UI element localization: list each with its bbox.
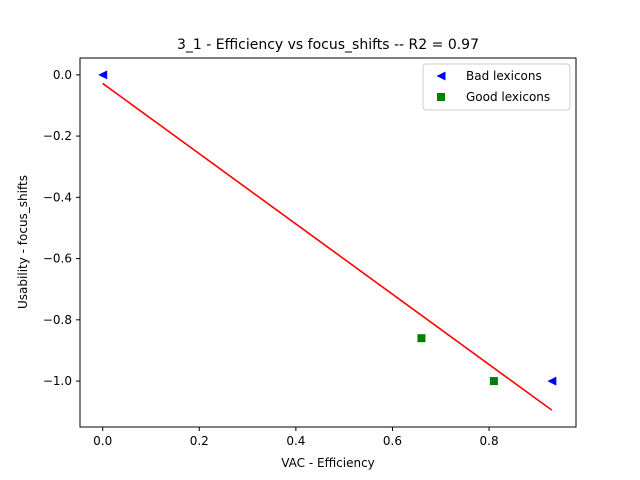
x-axis-label: VAC - Efficiency [281,456,375,470]
y-tick-label: −0.4 [43,190,72,204]
y-tick-label: 0.0 [53,68,72,82]
bad-lexicon-point [547,376,557,386]
x-tick-label: 0.6 [383,434,402,448]
legend-marker [436,71,446,81]
plot-area [98,70,557,411]
x-tick-label: 0.0 [93,434,112,448]
good-lexicon-point [417,334,426,343]
x-tick-label: 0.4 [286,434,305,448]
bad-lexicon-point [98,70,108,80]
y-tick-label: −0.8 [43,313,72,327]
y-tick-label: −0.2 [43,129,72,143]
y-axis-label: Usability - focus_shifts [16,175,30,309]
plot-frame [79,57,577,428]
legend-label: Good lexicons [466,90,550,104]
legend-marker [437,93,445,101]
x-tick-label: 0.2 [190,434,209,448]
legend: Bad lexicons Good lexicons [422,63,571,111]
legend-label: Bad lexicons [466,69,542,83]
chart-title: 3_1 - Efficiency vs focus_shifts -- R2 =… [177,37,479,53]
regression-line [102,82,553,411]
y-tick-label: −1.0 [43,374,72,388]
good-lexicon-point [489,377,498,386]
y-tick-label: −0.6 [43,252,72,266]
x-tick-label: 0.8 [480,434,499,448]
legend-box [422,63,571,111]
